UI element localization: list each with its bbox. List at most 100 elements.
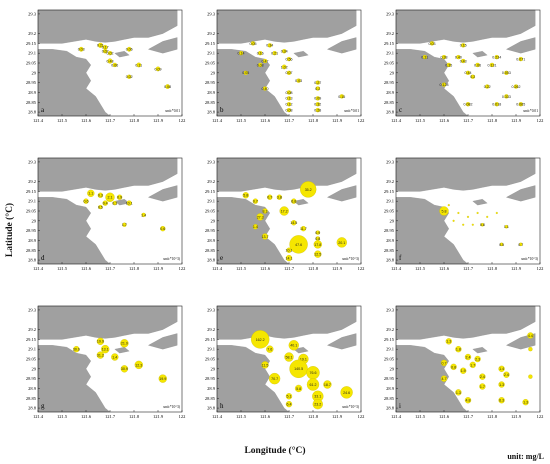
sample-bubble <box>291 220 297 226</box>
y-tick-label: 28.9 <box>207 386 216 391</box>
sample-bubble <box>266 345 274 353</box>
bubble-value-label: 0.14 <box>238 52 245 56</box>
bubble-value-label: 2.1 <box>108 196 113 200</box>
sample-bubble <box>475 62 480 68</box>
bubble-value-label: 3.8 <box>277 196 282 200</box>
sample-bubble <box>288 340 299 351</box>
land-polygon <box>216 9 357 44</box>
y-tick-label: 29.2 <box>207 179 215 184</box>
land-polygon <box>472 199 488 206</box>
land-polygon <box>216 305 357 340</box>
sample-bubble <box>102 200 108 206</box>
y-tick-label: 28.9 <box>28 90 37 95</box>
sample-bubble <box>282 49 287 54</box>
y-tick-label: 28.8 <box>386 258 395 263</box>
bubble-value-label: 21.9 <box>121 342 128 346</box>
bubble-value-label: 6.8 <box>291 200 296 204</box>
y-tick-label: 28.9 <box>28 238 37 243</box>
y-tick-label: 28.95 <box>205 228 216 233</box>
land-polygon <box>293 51 309 58</box>
y-tick-label: 29 <box>32 366 37 371</box>
y-tick-label: 29.3 <box>386 159 395 164</box>
y-tick-label: 29.15 <box>26 337 37 342</box>
sample-bubble <box>96 351 105 359</box>
x-tick-label: 122 <box>179 414 186 419</box>
y-tick-label: 28.85 <box>384 248 395 253</box>
sample-bubble <box>281 64 287 70</box>
y-tick-label: 28.85 <box>205 396 216 401</box>
bubble-value-label: 0.4 <box>103 202 108 206</box>
y-tick-label: 29.3 <box>207 159 216 164</box>
x-tick-label: 122 <box>179 118 186 123</box>
sample-bubble <box>279 206 289 216</box>
bubble-value-label: 0.16 <box>257 52 264 56</box>
y-tick-label: 29.1 <box>386 199 394 204</box>
bubble-value-label: 0.7 <box>253 200 258 204</box>
y-tick-label: 29.1 <box>28 51 36 56</box>
sample-bubble <box>504 70 509 75</box>
x-tick-label: 122 <box>358 118 365 123</box>
land-polygon <box>506 185 536 202</box>
bubble-value-label: 19.9 <box>97 340 104 344</box>
bubble-value-label: 0.333 <box>502 95 511 99</box>
sample-bubble <box>479 373 486 380</box>
bubble-value-label: 0.1 <box>112 202 117 206</box>
bubble-value-label: 10.1 <box>126 202 133 206</box>
land-polygon <box>395 345 469 413</box>
sample-bubble <box>461 43 466 48</box>
x-tick-label: 122 <box>358 266 365 271</box>
bubble-value-label: 31.2 <box>97 353 104 357</box>
bubble-value-label: 40.1 <box>290 344 297 348</box>
x-tick-label: 121.7 <box>463 266 474 271</box>
sample-bubble <box>242 192 249 199</box>
bubble-value-label: 0.131 <box>488 63 497 67</box>
y-tick-label: 29.05 <box>26 357 37 362</box>
x-tick-label: 121.7 <box>284 118 295 123</box>
sample-bubble <box>165 84 170 89</box>
bubble-value-label: 1.3 <box>499 383 504 387</box>
bubble-value-label: 0.35 <box>445 63 452 67</box>
x-tick-label: 121.9 <box>332 118 343 123</box>
x-axis-title: Longitude (°C) <box>244 446 306 456</box>
sample-bubble <box>518 56 523 62</box>
y-tick-label: 29.2 <box>386 327 394 332</box>
map-panel-d: 29.3 29.2 29.15 29.1 29.05 29 28.95 28.9 28.85 28… <box>22 150 187 274</box>
panel-letter: g <box>41 402 45 410</box>
sample-bubble <box>126 200 132 206</box>
bubble-value-label: 30.9 <box>121 367 128 371</box>
x-tick-label: 121.5 <box>57 266 68 271</box>
x-tick-label: 121.6 <box>260 118 271 123</box>
land-polygon <box>216 157 357 192</box>
bubble-value-label: 0.018 <box>492 103 501 107</box>
bubble-value-label: 0.5 <box>499 243 504 247</box>
x-tick-label: 121.8 <box>487 414 498 419</box>
y-tick-label: 29.1 <box>207 347 215 352</box>
bubble-value-label: 17.2 <box>281 209 288 213</box>
map-svg-i: 29.3 29.2 29.15 29.1 29.05 29 28.95 28.9 28.85 28… <box>384 305 543 419</box>
x-tick-label: 121.7 <box>284 414 295 419</box>
map-panel-h: 29.3 29.2 29.15 29.1 29.05 29 28.95 28.9 28.85 28… <box>201 298 366 422</box>
x-tick-label: 121.8 <box>308 118 319 123</box>
bubble-value-label: 1.1 <box>88 192 93 196</box>
panel-letter: d <box>41 254 45 262</box>
y-tick-label: 29 <box>211 366 216 371</box>
y-tick-label: 28.8 <box>207 258 216 263</box>
x-tick-label: 121.8 <box>129 414 140 419</box>
y-tick-label: 28.85 <box>384 100 395 105</box>
y-tick-label: 28.95 <box>384 80 395 85</box>
sample-bubble <box>447 204 450 207</box>
sample-bubble <box>134 360 143 370</box>
bubble-value-label: 1.3 <box>446 340 451 344</box>
sample-bubble <box>286 247 292 253</box>
bubble-value-label: 0.07 <box>286 71 293 75</box>
x-tick-label: 121.4 <box>212 414 223 419</box>
y-tick-label: 29.1 <box>207 199 215 204</box>
sample-bubble <box>527 332 534 339</box>
bubble-value-label: 0.5 <box>98 205 103 209</box>
sample-bubble <box>422 54 427 60</box>
sample-bubble <box>127 74 132 79</box>
bubble-value-label: 33.1 <box>314 395 321 399</box>
map-panel-i: 29.3 29.2 29.15 29.1 29.05 29 28.95 28.9 28.85 28… <box>380 298 545 422</box>
y-tick-label: 28.9 <box>386 238 395 243</box>
panel-unit-note: unit:*0.01 <box>523 109 538 113</box>
